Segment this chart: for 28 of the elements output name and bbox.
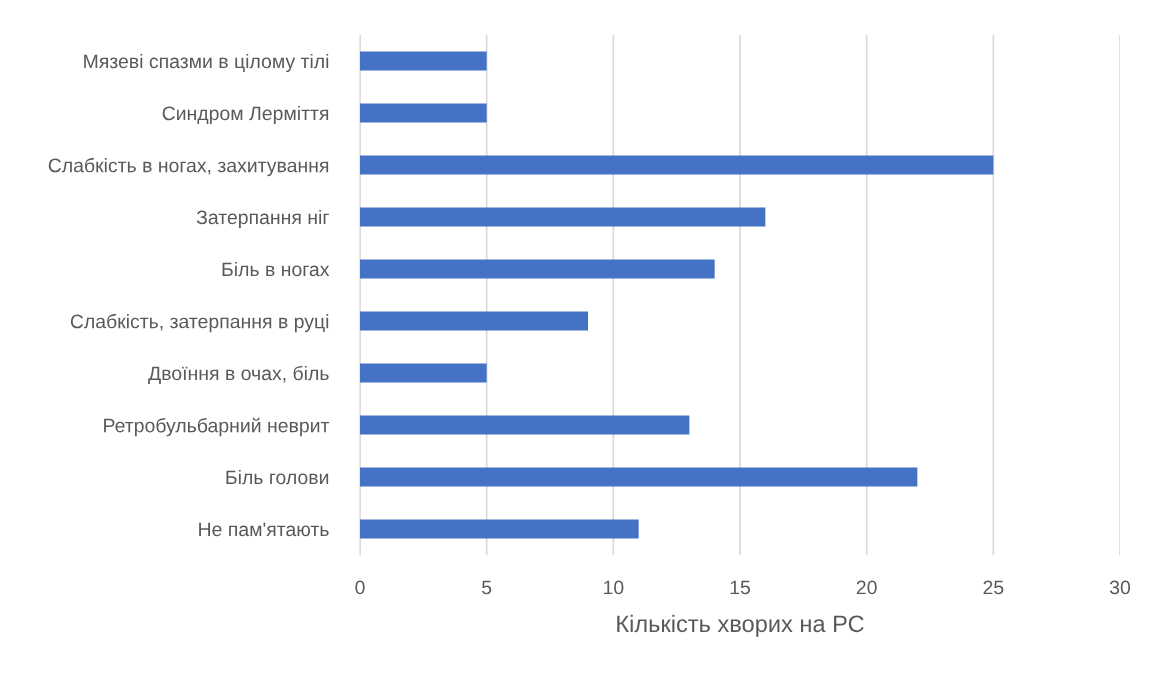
x-tick-label: 0 (355, 580, 365, 595)
x-tick-label: 30 (1109, 580, 1131, 595)
y-tick-label: Синдром Лерміття (162, 105, 329, 125)
bar (360, 207, 766, 227)
bar (360, 155, 994, 175)
x-tick-label: 10 (604, 580, 624, 595)
bar (360, 51, 487, 71)
y-tick-label: Біль голови (226, 469, 329, 485)
y-tick-label: Мязеві спазми в цілому тілі (84, 53, 329, 73)
y-tick-label: Слабкість в ногах, захитування (48, 157, 329, 177)
y-tick-label: Не пам'ятають (199, 522, 329, 537)
y-tick-label: Двоїння в очах, біль (148, 365, 329, 384)
x-axis-title: Кількість хворих на РС (617, 614, 864, 637)
x-tick-label: 25 (983, 580, 1004, 595)
bar (360, 363, 487, 383)
bar (360, 311, 588, 331)
x-tick-label: 20 (856, 580, 877, 595)
bar (360, 259, 715, 279)
y-tick-label: Біль в ногах (222, 261, 330, 277)
bar (360, 415, 690, 435)
y-tick-label: Затерпання ніг (196, 209, 329, 229)
x-tick-label: 5 (482, 580, 492, 595)
bar (360, 467, 918, 487)
bar (360, 519, 639, 539)
y-tick-label: Слабкість, затерпання в руці (70, 313, 329, 333)
y-tick-label: Ретробульбарний неврит (104, 417, 330, 437)
x-tick-label: 15 (730, 580, 750, 595)
bar (360, 103, 487, 123)
